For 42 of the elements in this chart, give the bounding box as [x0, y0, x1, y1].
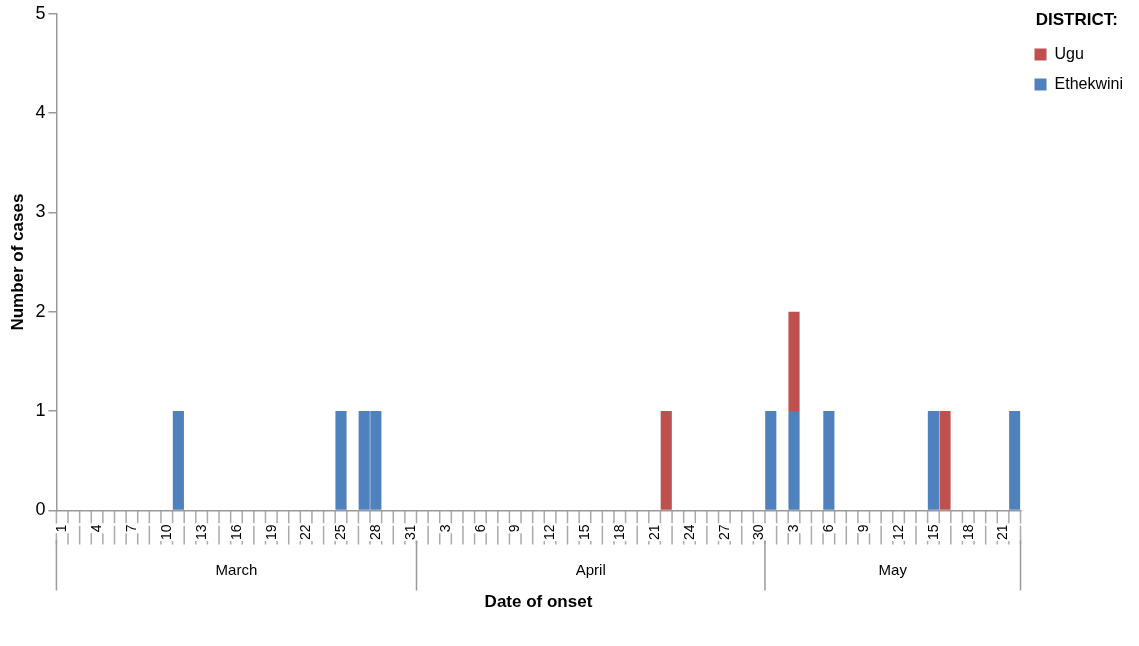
x-tick-label: 18 [611, 524, 628, 541]
x-tick-label: 15 [576, 524, 593, 541]
x-tick-label: 6 [471, 524, 488, 533]
x-tick-label: 12 [889, 524, 906, 541]
x-tick-label: 25 [332, 524, 349, 541]
x-tick-label: 4 [88, 524, 105, 533]
x-tick-label: 7 [123, 524, 140, 533]
x-tick-label: 15 [924, 524, 941, 541]
x-tick-label: 19 [262, 524, 279, 541]
x-tick-label: 12 [541, 524, 558, 541]
y-axis-title: Number of cases [7, 193, 27, 331]
x-tick-label: 3 [436, 524, 453, 533]
x-axis-title: Date of onset [484, 592, 593, 612]
y-tick-label: 4 [35, 102, 46, 123]
legend-title: DISTRICT: [1035, 10, 1118, 30]
y-tick-label: 2 [35, 300, 46, 321]
x-tick-label: 24 [680, 524, 697, 541]
x-tick-label: 28 [367, 524, 384, 541]
y-tick-label: 3 [35, 201, 46, 222]
x-tick-label: 31 [401, 524, 418, 541]
x-tick-label: 1 [53, 524, 70, 533]
legend-label: Ugu [1054, 44, 1084, 62]
x-tick-label: 27 [715, 524, 732, 541]
y-tick-label: 1 [35, 400, 46, 421]
text: April [575, 560, 606, 578]
x-tick-label: 9 [854, 524, 871, 533]
x-tick-label: 21 [645, 524, 662, 541]
x-tick-label: 30 [750, 524, 767, 541]
y-tick-label: 0 [35, 499, 46, 520]
y-tick-label: 5 [35, 2, 46, 23]
x-tick-label: 10 [158, 524, 175, 541]
text: March [215, 560, 258, 578]
x-tick-label: 21 [994, 524, 1011, 541]
x-tick-label: 13 [192, 524, 209, 541]
x-tick-label: 9 [506, 524, 523, 533]
text: May [878, 560, 908, 578]
x-tick-label: 18 [959, 524, 976, 541]
x-tick-label: 3 [785, 524, 802, 533]
x-tick-label: 22 [297, 524, 314, 541]
x-tick-label: 6 [820, 524, 837, 533]
x-tick-label: 16 [227, 524, 244, 541]
legend-label: Ethekwini [1054, 74, 1124, 92]
